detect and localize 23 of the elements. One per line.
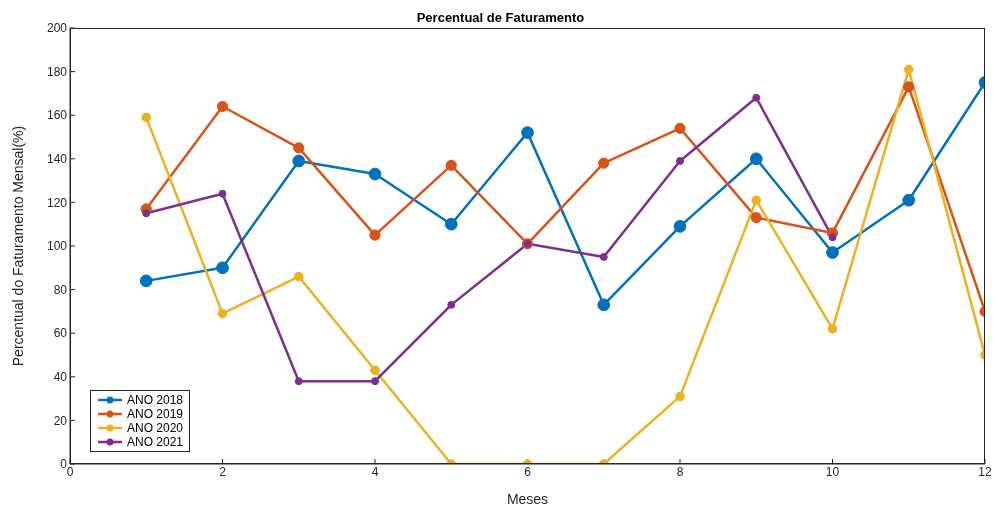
y-tick-label: 120 [46,195,68,210]
x-tick-label: 2 [219,464,227,479]
x-tick-label: 8 [676,464,684,479]
x-tick-label: 10 [825,464,840,479]
legend-label: ANO 2021 [127,435,184,449]
y-tick-label: 80 [53,282,68,297]
y-tick-label: 180 [46,64,68,79]
legend-label: ANO 2019 [127,407,184,421]
legend-label: ANO 2020 [127,421,184,435]
y-axis-title: Percentual do Faturamento Mensal(%) [9,125,26,367]
y-tick-label: 100 [46,239,68,254]
y-tick-label: 140 [46,152,68,167]
x-tick-label: 4 [371,464,379,479]
y-tick-label: 60 [53,326,68,341]
legend-label: ANO 2018 [127,393,184,407]
x-axis-title: Meses [506,491,549,507]
x-tick-label: 12 [978,464,992,479]
chart-title: Percentual de Faturamento [416,10,585,25]
y-tick-label: 20 [53,413,68,428]
y-tick-label: 160 [46,108,68,123]
x-tick-label: 6 [524,464,532,479]
y-tick-label: 200 [46,21,68,36]
y-tick-label: 40 [53,370,68,385]
